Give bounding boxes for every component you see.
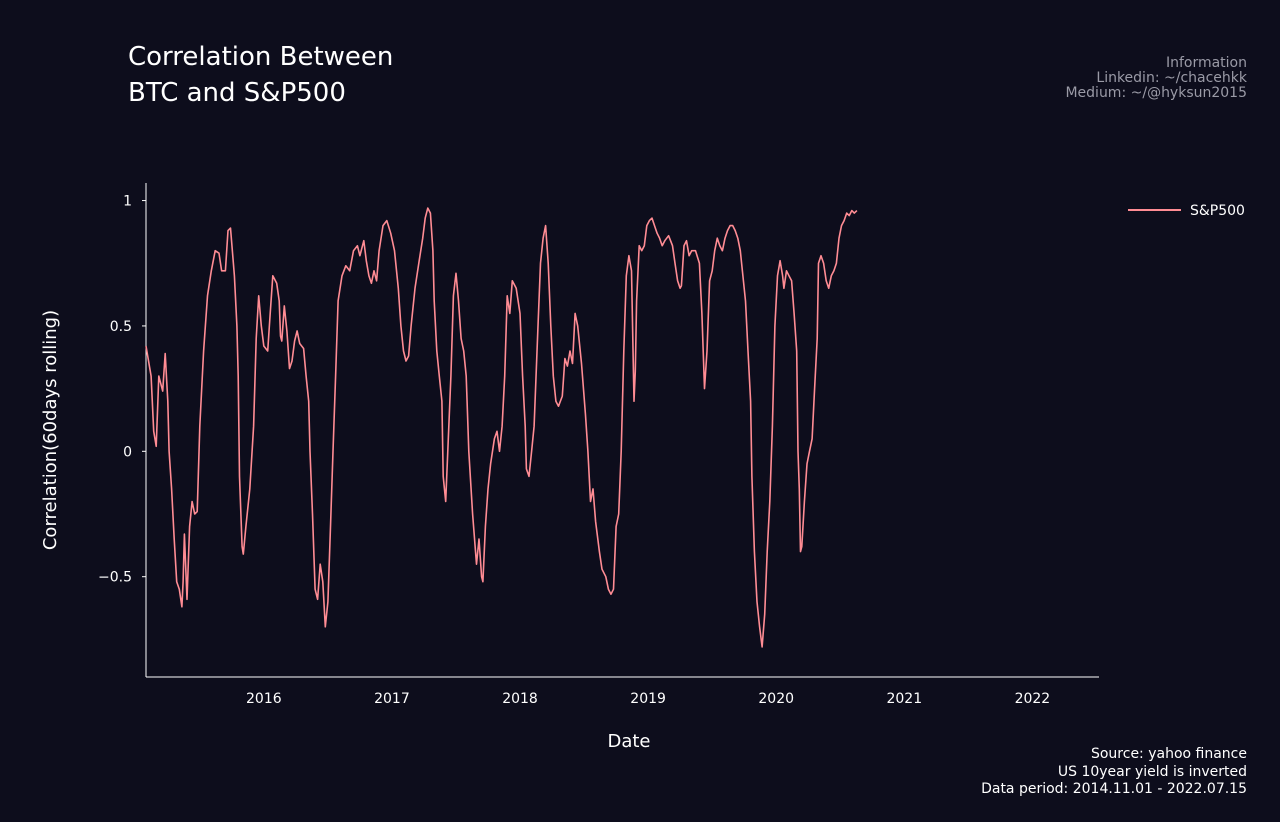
source-line-1: Source: yahoo finance <box>1091 746 1247 762</box>
x-tick-label: 2020 <box>758 691 794 707</box>
y-tick-label: −0.5 <box>98 570 132 586</box>
info-linkedin: Linkedin: ~/chacehkk <box>1096 70 1247 86</box>
y-axis-title: Correlation(60days rolling) <box>40 310 61 550</box>
x-tick-label: 2018 <box>502 691 538 707</box>
series-line-sp500 <box>145 207 858 648</box>
x-tick-label: 2016 <box>246 691 282 707</box>
x-tick-label: 2022 <box>1015 691 1051 707</box>
y-tick-label: 0.5 <box>110 319 132 335</box>
x-tick-label: 2019 <box>630 691 666 707</box>
x-axis-title: Date <box>607 731 650 752</box>
series-layer <box>145 207 858 648</box>
y-tick-group: 1 0.5 0 −0.5 <box>98 194 146 586</box>
x-tick-group: 2016 2017 2018 2019 2020 2021 2022 <box>246 691 1050 707</box>
info-heading: Information <box>1166 55 1247 71</box>
title-line-2: BTC and S&P500 <box>128 78 346 108</box>
legend[interactable]: S&P500 <box>1128 203 1245 219</box>
source-line-3: Data period: 2014.11.01 - 2022.07.15 <box>981 781 1247 797</box>
y-tick-label: 0 <box>123 444 132 460</box>
source-block: Source: yahoo finance US 10year yield is… <box>981 746 1247 797</box>
title-line-1: Correlation Between <box>128 42 393 72</box>
y-tick-label: 1 <box>123 194 132 210</box>
axes <box>145 183 1099 678</box>
info-medium: Medium: ~/@hyksun2015 <box>1065 85 1247 101</box>
x-tick-label: 2017 <box>374 691 410 707</box>
source-line-2: US 10year yield is inverted <box>1058 764 1247 780</box>
info-block: Information Linkedin: ~/chacehkk Medium:… <box>1065 55 1247 101</box>
x-tick-label: 2021 <box>886 691 922 707</box>
chart-title: Correlation Between BTC and S&P500 <box>128 42 393 108</box>
legend-label-sp500: S&P500 <box>1190 203 1245 219</box>
